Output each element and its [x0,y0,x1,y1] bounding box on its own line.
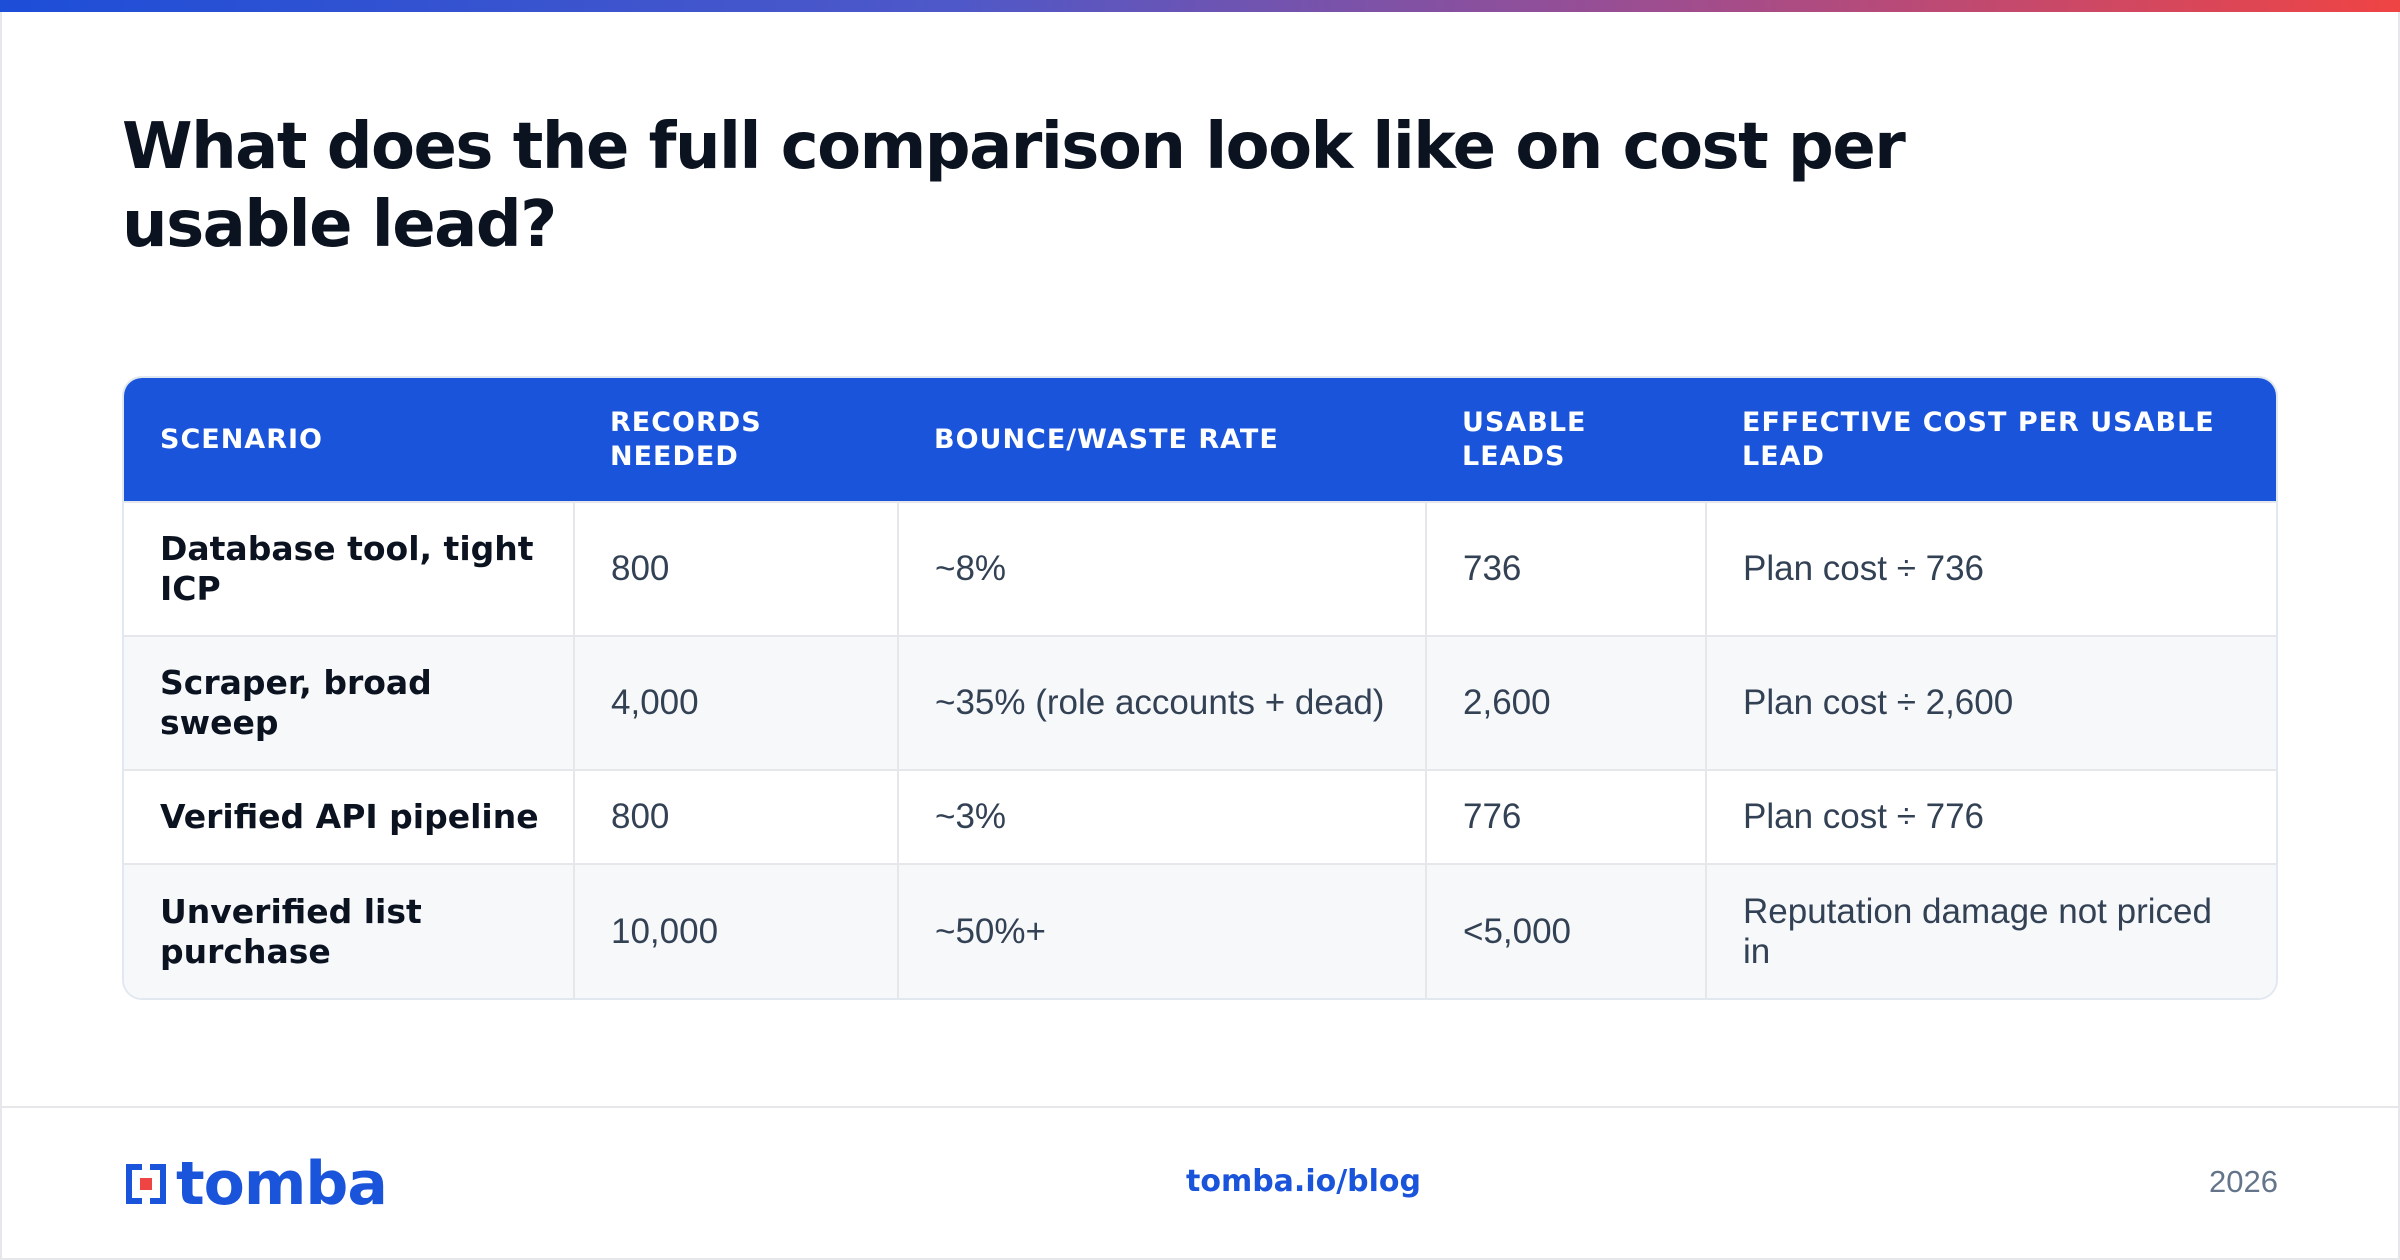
header-effective-cost: EFFECTIVE COST PER USABLE LEAD [1742,406,2215,472]
cell-scenario: Verified API pipeline [124,769,575,864]
header-scenario: SCENARIO [160,423,323,455]
logo-wordmark: tomba [176,1149,388,1219]
cell-scenario: Scraper, broad sweep [124,635,575,770]
cell-records-needed: 10,000 [574,863,899,998]
footer-divider [0,1106,2400,1108]
cell-effective-cost: Reputation damage not priced in [1706,863,2276,998]
cell-bounce-rate: ~8% [898,501,1427,636]
cell-usable-leads: 776 [1426,769,1707,864]
table-row: Database tool, tight ICP 800 ~8% 736 Pla… [124,501,2276,636]
cell-bounce-rate: ~50%+ [898,863,1427,998]
cell-usable-leads: <5,000 [1426,863,1707,998]
table-row: Scraper, broad sweep 4,000 ~35% (role ac… [124,635,2276,770]
footer-year: 2026 [2209,1164,2278,1199]
page-title: What does the full comparison look like … [122,110,1906,262]
cell-records-needed: 800 [574,501,899,636]
cell-usable-leads: 736 [1426,501,1707,636]
cell-effective-cost: Plan cost ÷ 776 [1706,769,2276,864]
table-row: Unverified list purchase 10,000 ~50%+ <5… [124,863,2276,998]
tomba-logo[interactable]: tomba [122,1149,388,1219]
header-usable-leads: USABLE LEADS [1462,406,1587,472]
cell-effective-cost: Plan cost ÷ 2,600 [1706,635,2276,770]
cell-effective-cost: Plan cost ÷ 736 [1706,501,2276,636]
top-gradient-bar [0,0,2400,12]
tomba-logo-icon [126,1164,166,1204]
header-bounce-waste-rate: BOUNCE/WASTE RATE [934,423,1279,455]
cell-scenario: Database tool, tight ICP [124,501,575,636]
cell-records-needed: 800 [574,769,899,864]
cell-scenario: Unverified list purchase [124,863,575,998]
cell-records-needed: 4,000 [574,635,899,770]
cell-usable-leads: 2,600 [1426,635,1707,770]
header-records-needed: RECORDS NEEDED [610,406,762,472]
table-row: Verified API pipeline 800 ~3% 776 Plan c… [124,769,2276,864]
blog-link[interactable]: tomba.io/blog [1186,1164,1422,1199]
table-header-row: SCENARIO RECORDS NEEDED BOUNCE/WASTE RAT… [124,378,2276,502]
comparison-table: SCENARIO RECORDS NEEDED BOUNCE/WASTE RAT… [122,376,2278,1000]
cell-bounce-rate: ~35% (role accounts + dead) [898,635,1427,770]
cell-bounce-rate: ~3% [898,769,1427,864]
